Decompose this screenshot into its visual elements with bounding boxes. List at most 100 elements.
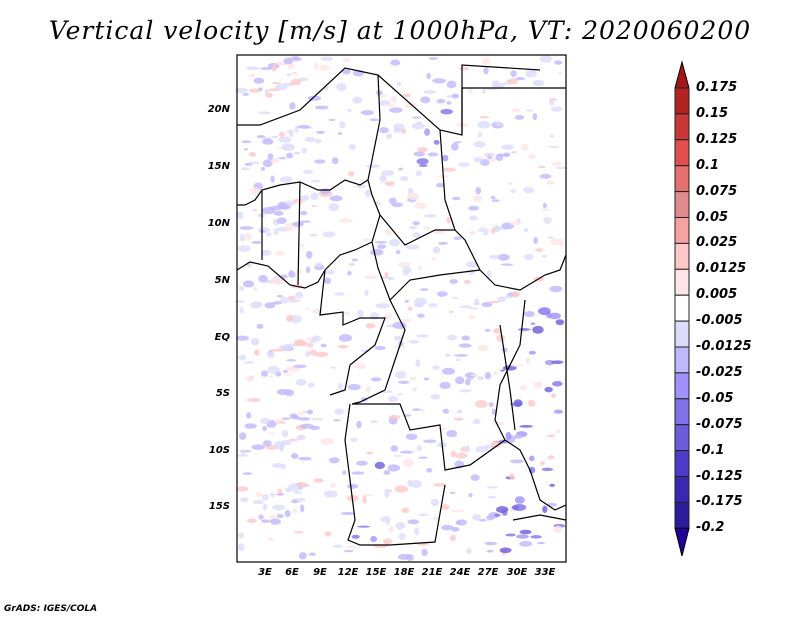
- field-blob: [310, 179, 321, 183]
- field-blob: [519, 385, 527, 391]
- field-blob: [291, 56, 301, 61]
- field-blob: [433, 139, 440, 145]
- lon-label: 6E: [285, 567, 299, 578]
- field-blob: [320, 188, 331, 195]
- field-blob: [248, 74, 256, 78]
- field-blob: [374, 241, 387, 244]
- field-blob: [383, 103, 395, 107]
- field-blob: [456, 122, 469, 128]
- field-blob: [387, 276, 395, 281]
- field-blob: [297, 412, 305, 416]
- field-blob: [396, 81, 402, 87]
- field-blob: [438, 241, 448, 245]
- colorbar-label: 0.15: [696, 105, 729, 121]
- field-blob: [236, 454, 249, 457]
- field-blob: [514, 115, 525, 120]
- field-blob: [281, 439, 292, 445]
- field-blob: [430, 393, 441, 400]
- field-blob: [395, 521, 406, 530]
- field-blob: [292, 491, 303, 494]
- field-blob: [309, 233, 318, 237]
- colorbar-box: [674, 139, 690, 167]
- field-blob: [245, 261, 253, 268]
- field-blob: [527, 400, 536, 407]
- field-blob: [537, 165, 546, 169]
- colorbar-box: [674, 476, 690, 503]
- field-blob: [398, 533, 406, 540]
- field-blob: [473, 141, 486, 148]
- colorbar-box: [674, 294, 690, 322]
- field-blob: [267, 366, 280, 374]
- field-blob: [525, 109, 534, 112]
- field-blob: [241, 449, 247, 455]
- field-blob: [546, 180, 555, 185]
- field-blob: [391, 202, 403, 208]
- field-blob: [550, 106, 563, 112]
- field-blob: [456, 519, 468, 526]
- field-blob: [528, 350, 536, 355]
- field-blob: [311, 205, 317, 208]
- field-blob: [477, 344, 489, 352]
- field-blob: [454, 354, 469, 357]
- field-blob: [329, 366, 337, 369]
- field-blob: [251, 241, 262, 244]
- field-blob: [453, 236, 462, 240]
- field-blob: [455, 358, 461, 362]
- field-blob: [292, 199, 303, 202]
- field-blob: [290, 72, 298, 75]
- field-blob: [464, 372, 477, 379]
- field-blob: [286, 73, 291, 77]
- field-blob: [469, 231, 476, 236]
- field-blob: [260, 166, 265, 171]
- lon-label: 18E: [393, 567, 415, 578]
- colorbar-box: [674, 398, 690, 426]
- field-blob: [492, 370, 499, 376]
- field-blob: [334, 408, 345, 415]
- field-blob: [511, 108, 521, 112]
- field-blob: [286, 314, 294, 322]
- field-blob: [528, 154, 537, 160]
- field-blob: [486, 549, 494, 553]
- field-blob: [252, 499, 264, 505]
- field-blob: [504, 295, 513, 299]
- field-blob: [272, 301, 283, 305]
- field-blob: [319, 64, 330, 71]
- field-blob: [542, 202, 547, 209]
- field-blob: [510, 189, 517, 193]
- field-blob: [418, 265, 423, 271]
- field-blob: [400, 175, 409, 182]
- field-blob: [337, 132, 343, 135]
- field-blob: [241, 140, 252, 144]
- colorbar-label: -0.1: [696, 442, 725, 458]
- field-blob: [248, 161, 260, 165]
- field-blob: [246, 412, 252, 419]
- field-blob: [272, 504, 286, 511]
- lat-label: 10S: [208, 445, 230, 456]
- field-blob: [419, 288, 429, 291]
- field-blob: [347, 270, 352, 276]
- lon-label: 15E: [365, 567, 387, 578]
- field-blob: [419, 408, 426, 412]
- field-blob: [307, 409, 314, 415]
- field-blob: [436, 291, 448, 297]
- field-blob: [361, 238, 372, 242]
- field-blob: [294, 339, 306, 346]
- field-blob: [416, 334, 429, 338]
- field-blob: [314, 105, 329, 110]
- field-blob: [279, 296, 290, 304]
- field-blob: [520, 144, 529, 151]
- field-blob: [354, 363, 366, 369]
- field-blob: [286, 130, 292, 134]
- field-blob: [410, 479, 422, 488]
- field-blob: [265, 92, 274, 98]
- field-blob: [507, 78, 519, 85]
- field-blob: [549, 134, 555, 138]
- colorbar-label: -0.125: [696, 468, 743, 484]
- field-blob: [406, 244, 420, 250]
- field-blob: [539, 54, 553, 63]
- field-blob: [311, 335, 322, 342]
- field-blob: [394, 485, 409, 493]
- field-blob: [239, 233, 245, 242]
- field-blob: [484, 371, 492, 380]
- field-blob: [412, 221, 420, 226]
